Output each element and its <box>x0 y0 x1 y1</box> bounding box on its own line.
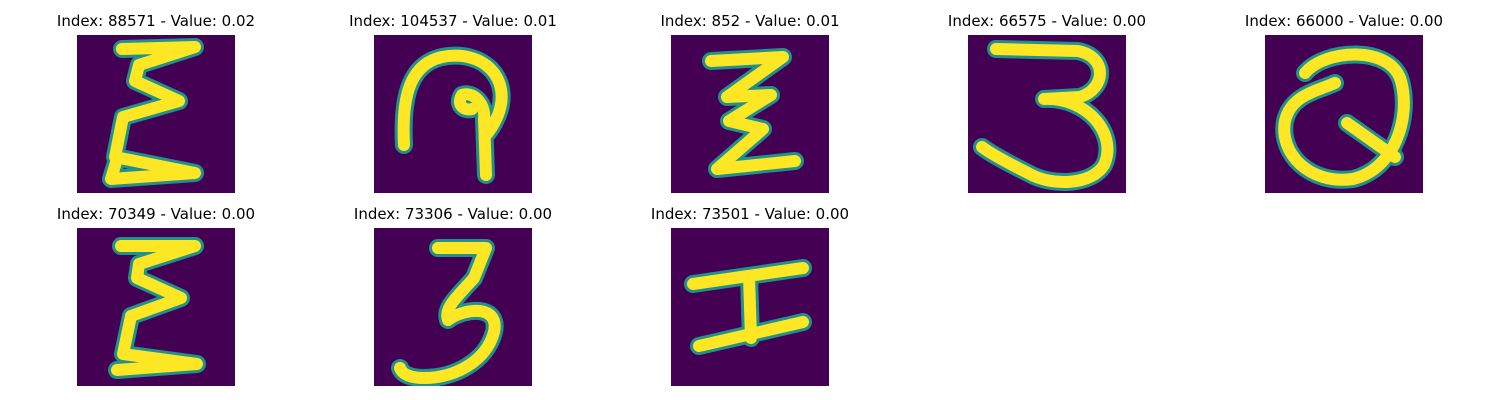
panel-title: Index: 88571 - Value: 0.02 <box>56 12 256 30</box>
handwritten-loop-P-like-icon <box>394 46 511 184</box>
handwritten-E-like-icon <box>108 237 206 379</box>
digit-image <box>1265 35 1423 193</box>
panel-title: Index: 66575 - Value: 0.00 <box>947 12 1147 30</box>
digit-image <box>671 228 829 386</box>
panel-title: Index: 73501 - Value: 0.00 <box>650 205 850 223</box>
panel-title: Index: 70349 - Value: 0.00 <box>56 205 256 223</box>
digit-image <box>374 228 532 386</box>
panel-title: Index: 104537 - Value: 0.01 <box>349 12 557 30</box>
handwritten-I-like-icon <box>684 259 812 355</box>
digit-image <box>968 35 1126 193</box>
handwritten-E-like-icon <box>102 38 204 188</box>
digit-image <box>671 35 829 193</box>
handwritten-3-icon <box>973 40 1117 191</box>
digit-image <box>77 35 235 193</box>
handwritten-Z-like-icon <box>702 48 804 178</box>
panel-title: Index: 73306 - Value: 0.00 <box>353 205 553 223</box>
handwritten-3-icon <box>391 239 504 386</box>
handwritten-Q-like-icon <box>1275 45 1413 189</box>
digit-image <box>77 228 235 386</box>
panel-title: Index: 852 - Value: 0.01 <box>660 12 840 30</box>
panel-title: Index: 66000 - Value: 0.00 <box>1244 12 1444 30</box>
digit-image <box>374 35 532 193</box>
